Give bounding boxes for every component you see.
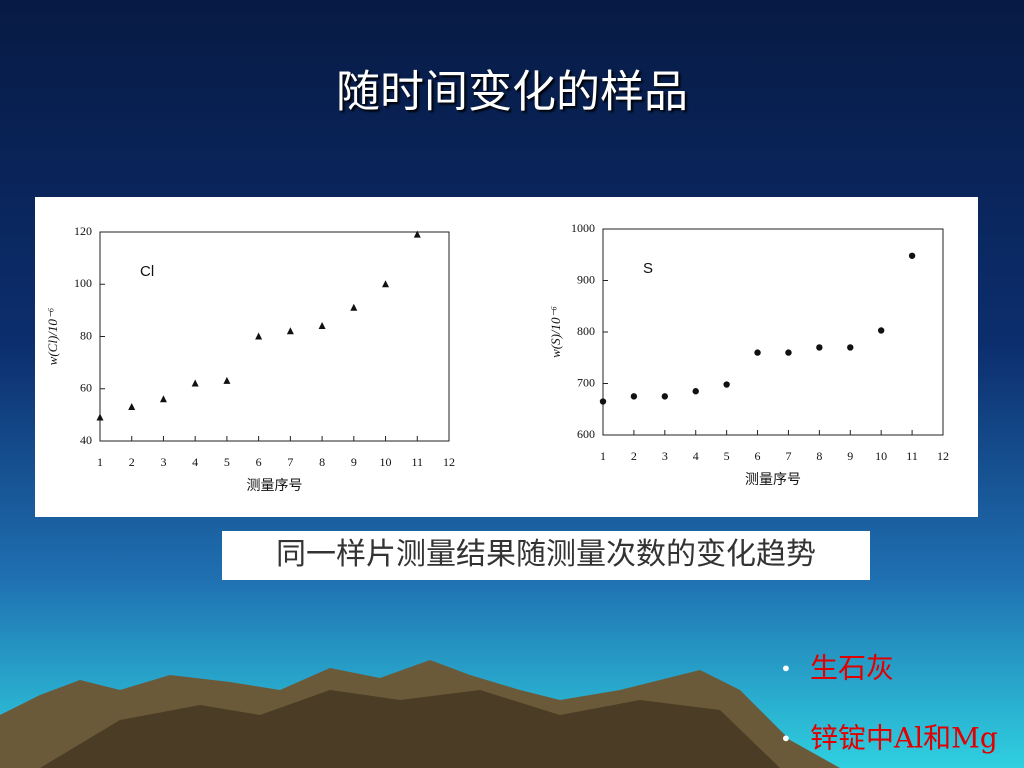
point — [159, 395, 167, 403]
x-tick-label: 7 — [287, 455, 293, 469]
x-tick-label: 3 — [160, 455, 166, 469]
chart-panel — [35, 197, 978, 517]
x-tick-label: 12 — [937, 449, 949, 463]
y-axis-label: w(Cl)/10⁻⁶ — [45, 307, 60, 365]
y-tick-label: 120 — [74, 224, 92, 238]
point — [816, 344, 823, 351]
point — [350, 303, 358, 311]
x-tick-label: 8 — [816, 449, 822, 463]
point — [96, 413, 104, 421]
x-axis-label: 测量序号 — [247, 478, 303, 494]
x-tick-label: 5 — [724, 449, 730, 463]
y-tick-label: 1000 — [571, 221, 595, 235]
point — [847, 344, 854, 351]
bullet: 锌锭中Al和Mg — [810, 722, 998, 755]
point — [382, 280, 390, 288]
y-tick-label: 100 — [74, 276, 92, 290]
point — [223, 376, 231, 384]
x-tick-label: 12 — [443, 455, 455, 469]
slide-title: 随时间变化的样品 — [336, 67, 688, 118]
annotation: Cl — [140, 263, 154, 280]
x-tick-label: 2 — [631, 449, 637, 463]
point — [191, 379, 199, 387]
y-tick-label: 700 — [577, 375, 595, 389]
caption: 同一样片测量结果随测量次数的变化趋势 — [276, 537, 816, 572]
caption-box — [222, 531, 870, 580]
x-tick-label: 10 — [875, 449, 887, 463]
y-tick-label: 80 — [80, 328, 92, 342]
point — [877, 327, 885, 334]
point — [785, 349, 792, 356]
y-tick-label: 600 — [577, 427, 595, 441]
x-tick-label: 6 — [256, 455, 262, 469]
x-tick-label: 9 — [847, 449, 853, 463]
x-tick-label: 2 — [129, 455, 135, 469]
x-tick-label: 8 — [319, 455, 325, 469]
x-tick-label: 11 — [411, 455, 423, 469]
x-tick-label: 7 — [785, 449, 791, 463]
x-tick-label: 1 — [97, 455, 103, 469]
y-tick-label: 40 — [80, 433, 92, 447]
y-tick-label: 900 — [577, 272, 595, 286]
x-axis-label: 测量序号 — [745, 472, 801, 488]
point — [723, 381, 730, 388]
point — [255, 332, 263, 340]
point — [754, 349, 761, 356]
point — [692, 388, 699, 395]
y-tick-label: 800 — [577, 324, 595, 338]
x-tick-label: 11 — [906, 449, 918, 463]
x-tick-label: 3 — [662, 449, 668, 463]
point — [661, 393, 669, 400]
x-tick-label: 6 — [755, 449, 761, 463]
point — [599, 398, 607, 405]
bullet-dot: • — [780, 657, 792, 681]
bullet: 生石灰 — [810, 652, 894, 685]
point — [630, 393, 638, 400]
y-axis-label: w(S)/10⁻⁶ — [548, 306, 563, 358]
bullet-dot: • — [780, 727, 792, 751]
point — [908, 252, 916, 259]
x-tick-label: 5 — [224, 455, 230, 469]
y-tick-label: 60 — [80, 381, 92, 395]
x-tick-label: 4 — [192, 455, 198, 469]
point — [128, 403, 136, 411]
point — [318, 322, 326, 330]
x-tick-label: 9 — [351, 455, 357, 469]
mountain-shadow — [40, 690, 780, 768]
annotation: S — [643, 260, 653, 277]
x-tick-label: 10 — [380, 455, 392, 469]
x-tick-label: 1 — [600, 449, 606, 463]
x-tick-label: 4 — [693, 449, 699, 463]
point — [286, 327, 294, 335]
point — [413, 230, 421, 238]
